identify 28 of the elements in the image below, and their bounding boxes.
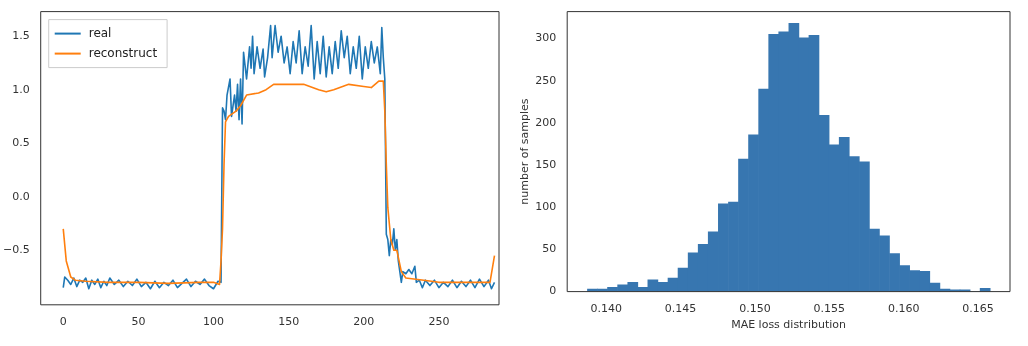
y-axis-title: number of samples [518,98,532,205]
x-tick-label: 150 [278,315,300,329]
x-tick-label: 50 [131,315,146,329]
y-tick-label: 50 [542,242,557,256]
y-tick-label: 100 [535,200,557,214]
x-tick-label: 200 [353,315,375,329]
legend-label: real [88,25,112,40]
x-tick-label: 0.145 [664,302,697,316]
x-tick-label: 0.150 [739,302,771,316]
y-tick-label: 0 [549,284,557,298]
y-tick-label: 200 [535,115,557,129]
x-tick-label: 250 [428,315,450,329]
y-tick-label: 1.5 [12,29,30,43]
y-tick-label: −0.5 [2,243,30,257]
y-tick-label: 150 [535,157,557,171]
x-tick-label: 0.160 [887,302,920,316]
legend-label: reconstruct [88,45,158,60]
y-tick-label: 1.0 [12,82,30,96]
x-tick-label: 100 [203,315,225,329]
x-tick-label: 0.165 [962,302,994,316]
y-tick-label: 0.0 [12,189,30,203]
y-tick-label: 300 [535,31,557,45]
y-tick-label: 0.5 [12,136,30,150]
x-axis-title: MAE loss distribution [731,318,847,332]
x-tick-label: 0 [59,315,67,329]
y-tick-label: 250 [535,73,557,87]
x-tick-label: 0.140 [590,302,622,316]
x-tick-label: 0.155 [813,302,846,316]
